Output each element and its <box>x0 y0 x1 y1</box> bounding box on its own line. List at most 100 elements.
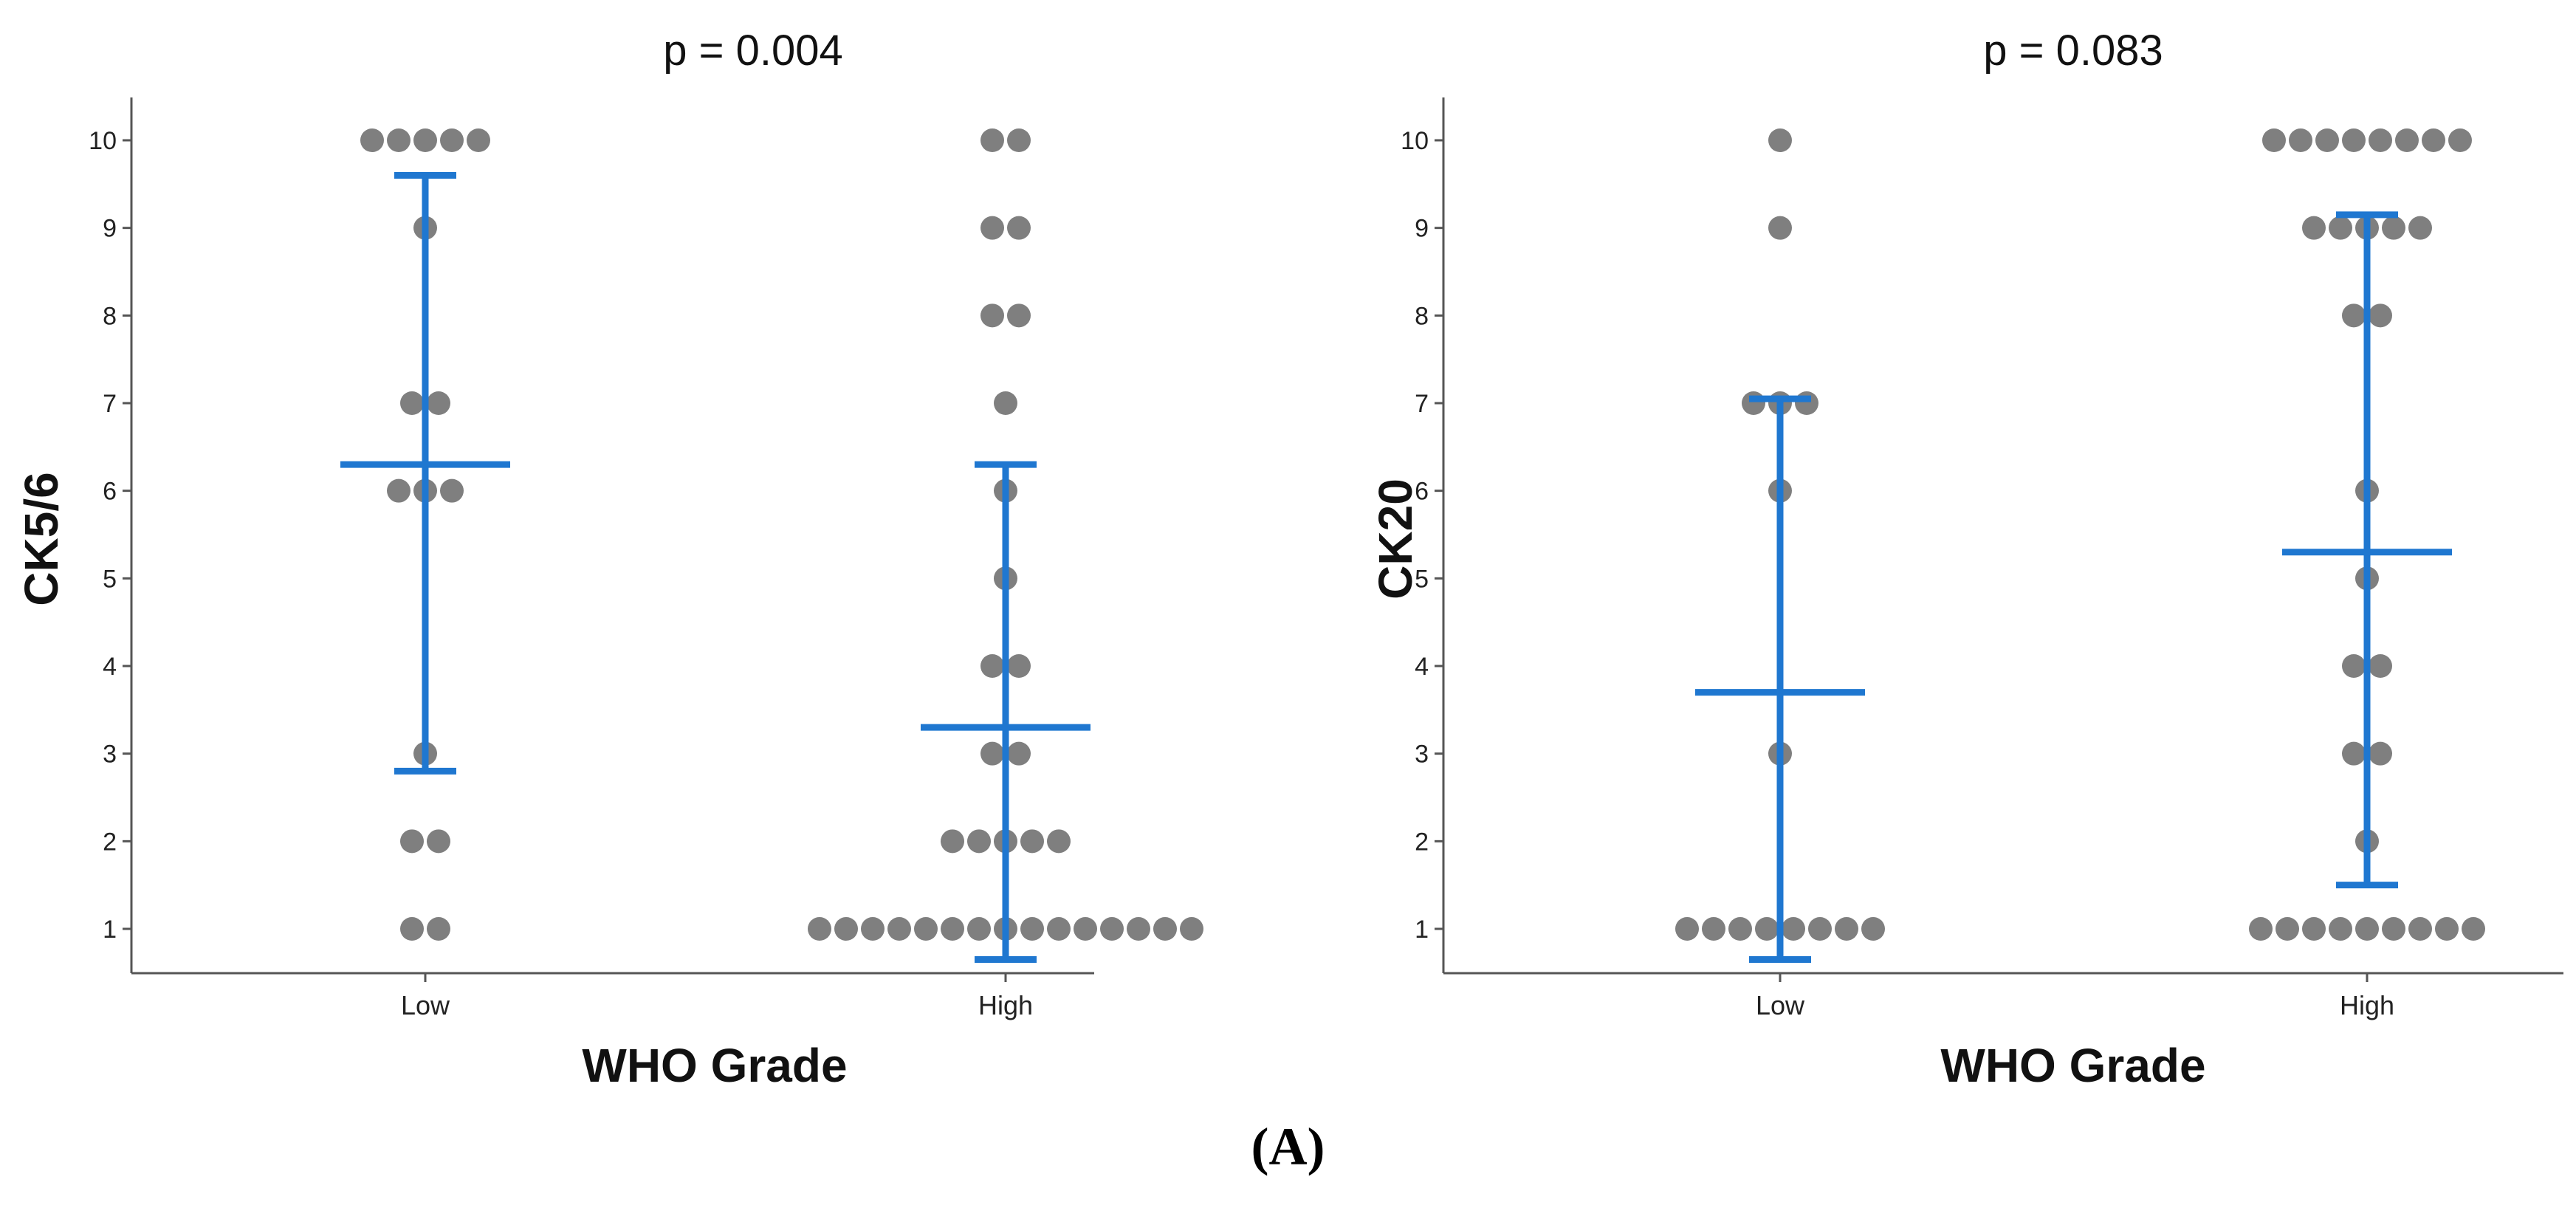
data-point <box>2382 917 2405 941</box>
data-point <box>2448 128 2472 152</box>
y-tick-label: 9 <box>103 215 117 243</box>
y-tick-label: 4 <box>1415 653 1429 681</box>
data-point <box>1795 391 1818 415</box>
y-tick-label: 6 <box>1415 478 1429 506</box>
data-point <box>2462 917 2485 941</box>
data-point <box>2342 128 2366 152</box>
data-point <box>440 128 464 152</box>
y-tick-label: 5 <box>103 565 117 593</box>
y-tick-label: 2 <box>1415 828 1429 856</box>
data-point <box>2408 216 2432 240</box>
data-point <box>2342 741 2366 766</box>
x-axis-label: WHO Grade <box>1940 1039 2205 1092</box>
x-tick-label: Low <box>401 990 450 1020</box>
figure-label: (A) <box>1251 1117 1325 1176</box>
data-point <box>941 829 964 854</box>
data-point <box>360 128 384 152</box>
data-point <box>2262 128 2286 152</box>
data-point <box>2289 128 2312 152</box>
y-tick-label: 1 <box>103 916 117 944</box>
data-point <box>2422 128 2445 152</box>
y-tick-label: 5 <box>1415 565 1429 593</box>
x-tick-label: High <box>2340 990 2394 1020</box>
data-point <box>1047 829 1071 854</box>
data-point <box>2369 741 2392 766</box>
data-point <box>400 829 424 854</box>
y-tick-label: 1 <box>1415 916 1429 944</box>
data-point <box>994 391 1017 415</box>
data-point <box>1675 917 1699 941</box>
data-point <box>1153 917 1177 941</box>
y-tick-label: 2 <box>103 828 117 856</box>
data-point <box>1127 917 1150 941</box>
x-tick-label: Low <box>1756 990 1805 1020</box>
data-point <box>914 917 938 941</box>
data-point <box>1020 829 1044 854</box>
data-point <box>1007 128 1031 152</box>
data-point <box>967 829 991 854</box>
data-point <box>467 128 490 152</box>
data-point <box>440 478 464 503</box>
data-point <box>2369 654 2392 678</box>
data-point <box>2435 917 2459 941</box>
data-point <box>887 917 911 941</box>
data-point <box>808 917 831 941</box>
data-point <box>1782 917 1805 941</box>
data-point <box>387 128 411 152</box>
y-tick-label: 8 <box>1415 302 1429 330</box>
data-point <box>1861 917 1885 941</box>
y-axis-label: CK20 <box>1369 478 1422 600</box>
data-point <box>1702 917 1725 941</box>
data-point <box>2329 216 2352 240</box>
data-point <box>427 917 450 941</box>
y-tick-label: 3 <box>103 741 117 769</box>
y-tick-label: 4 <box>103 653 117 681</box>
data-point <box>1728 917 1752 941</box>
y-tick-label: 7 <box>103 390 117 418</box>
y-tick-label: 7 <box>1415 390 1429 418</box>
data-point <box>413 128 437 152</box>
y-tick-label: 9 <box>1415 215 1429 243</box>
data-point <box>1768 216 1792 240</box>
data-point <box>980 128 1004 152</box>
data-point <box>2369 128 2392 152</box>
data-point <box>1808 917 1832 941</box>
chart-panel-2: p = 0.083 1 2 3 4 5 6 7 8 9 10 Low High WHO Grade CK20 <box>1369 27 2563 1092</box>
x-tick-label: High <box>978 990 1033 1020</box>
data-point <box>1835 917 1858 941</box>
data-point <box>2329 917 2352 941</box>
data-point <box>1755 917 1779 941</box>
y-axis-label: CK5/6 <box>15 472 68 605</box>
y-tick-label: 10 <box>1401 127 1429 155</box>
data-point <box>1020 917 1044 941</box>
data-point <box>2302 917 2326 941</box>
y-tick-label: 3 <box>1415 741 1429 769</box>
data-point <box>1007 216 1031 240</box>
y-tick-label: 10 <box>89 127 117 155</box>
data-point <box>2315 128 2339 152</box>
data-point <box>861 917 885 941</box>
data-point <box>967 917 991 941</box>
data-point <box>2276 917 2299 941</box>
data-point <box>2342 654 2366 678</box>
data-point <box>400 917 424 941</box>
chart-title: p = 0.083 <box>1983 27 2163 75</box>
data-point <box>2302 216 2326 240</box>
data-point <box>2342 303 2366 328</box>
data-point <box>2369 303 2392 328</box>
data-point <box>834 917 858 941</box>
data-point <box>980 741 1004 766</box>
data-point <box>427 391 450 415</box>
data-point <box>400 391 424 415</box>
data-point <box>1007 303 1031 328</box>
data-point <box>2408 917 2432 941</box>
y-tick-label: 8 <box>103 302 117 330</box>
data-point <box>2382 216 2405 240</box>
data-point <box>1007 741 1031 766</box>
data-point <box>2249 917 2273 941</box>
x-axis-label: WHO Grade <box>582 1039 847 1092</box>
data-point <box>2355 917 2379 941</box>
data-point <box>980 303 1004 328</box>
data-point <box>1742 391 1765 415</box>
